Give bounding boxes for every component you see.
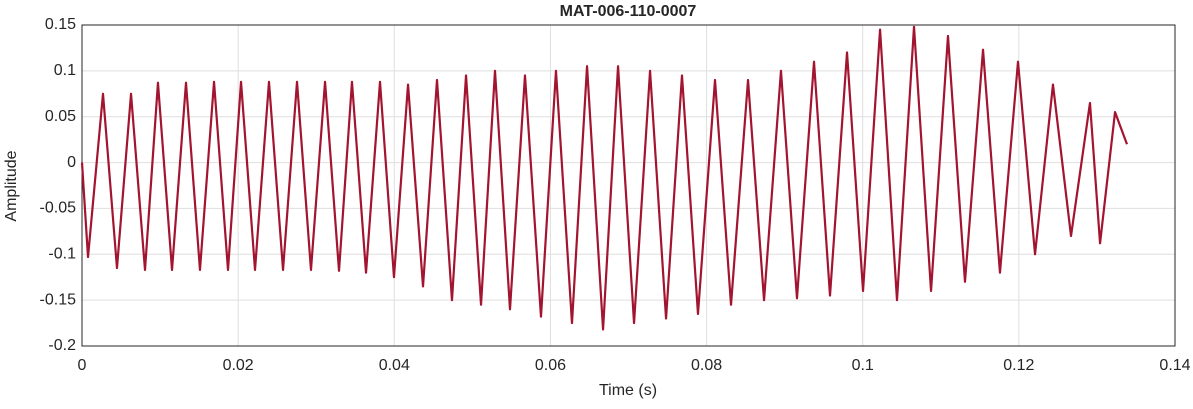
x-axis-label: Time (s) [599,382,657,399]
data-line [80,25,1129,331]
x-tick-label: 0.06 [535,357,566,374]
y-tick-label: 0.05 [45,108,76,125]
y-axis-label: Amplitude [3,150,20,221]
x-tick-label: 0.02 [223,357,254,374]
x-tick-label: 0.14 [1159,357,1190,374]
y-tick-label: 0 [67,154,76,171]
y-tick-label: -0.2 [48,337,76,354]
plot-frame [81,24,1176,347]
y-tick-label: -0.1 [48,246,76,263]
x-tick-label: 0.04 [379,357,410,374]
x-tick-label: 0.1 [852,357,874,374]
y-tick-label: -0.05 [40,200,77,217]
y-tick-label: -0.15 [40,291,77,308]
x-tick-label: 0.08 [691,357,722,374]
y-tick-label: 0.1 [54,62,76,79]
y-tick-label: 0.15 [45,16,76,33]
chart-title: MAT-006-110-0007 [560,3,697,20]
x-tick-label: 0.12 [1003,357,1034,374]
x-tick-label: 0 [78,357,87,374]
